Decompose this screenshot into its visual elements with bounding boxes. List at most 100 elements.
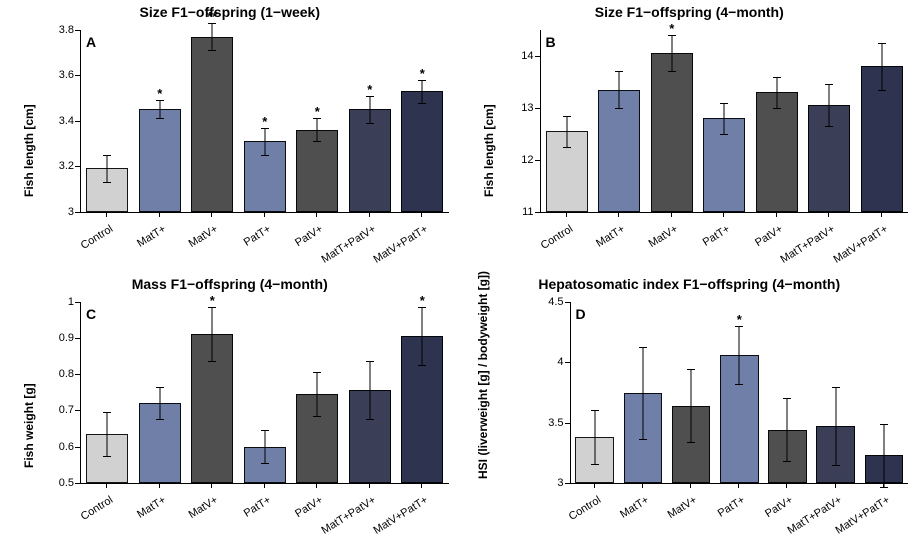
errorbar <box>264 430 265 463</box>
ytick-mark <box>565 362 570 363</box>
errorbar-cap <box>825 126 833 127</box>
errorbar <box>317 118 318 141</box>
ytick-label: 11 <box>500 206 534 218</box>
xtick-mark <box>316 212 317 217</box>
panel-A-title: Size F1−offspring (1−week) <box>0 4 460 20</box>
errorbar-cap <box>720 103 728 104</box>
errorbar-cap <box>880 424 888 425</box>
errorbar-cap <box>773 77 781 78</box>
xtick-mark <box>106 212 107 217</box>
errorbar <box>671 35 672 71</box>
ytick-mark <box>75 447 80 448</box>
xtick-mark <box>566 212 567 217</box>
errorbar-cap <box>687 442 695 443</box>
xtick-mark <box>159 212 160 217</box>
errorbar <box>566 116 567 147</box>
ytick-mark <box>75 121 80 122</box>
ytick-label: 0.5 <box>40 477 74 489</box>
errorbar-cap <box>668 71 676 72</box>
ytick-label: 4.5 <box>530 296 564 308</box>
xtick-mark <box>828 212 829 217</box>
significance-marker: * <box>420 66 425 81</box>
panel-D-ylabel: HSI (liverweight [g] / bodyweight [g]) <box>476 271 490 479</box>
errorbar <box>594 410 595 463</box>
errorbar-cap <box>591 464 599 465</box>
panel-D: Hepatosomatic index F1−offspring (4−mont… <box>460 272 919 544</box>
ytick-mark <box>565 423 570 424</box>
errorbar <box>212 307 213 361</box>
errorbar-cap <box>773 108 781 109</box>
panel-C: Mass F1−offspring (4−month) ** Fish weight… <box>0 272 460 544</box>
panel-A: Size F1−offspring (1−week)*******Fish le… <box>0 0 460 272</box>
errorbar-cap <box>103 412 111 413</box>
xtick-mark <box>776 212 777 217</box>
errorbar <box>835 387 836 464</box>
xtick-label: MatT+ <box>563 494 651 555</box>
errorbar-cap <box>313 372 321 373</box>
errorbar-cap <box>313 416 321 417</box>
ytick-mark <box>75 410 80 411</box>
xtick-mark <box>738 483 739 488</box>
ytick-label: 1 <box>40 296 74 308</box>
ytick-mark <box>75 302 80 303</box>
ytick-label: 3 <box>530 477 564 489</box>
panel-A-plot: ******* <box>80 30 449 213</box>
panel-A-letter: A <box>86 34 96 50</box>
errorbar <box>422 307 423 365</box>
xtick-mark <box>264 483 265 488</box>
errorbar-cap <box>615 108 623 109</box>
ytick-label: 0.8 <box>40 368 74 380</box>
panel-B-ylabel: Fish length [cm] <box>482 104 496 197</box>
panel-C-title: Mass F1−offspring (4−month) <box>0 276 460 292</box>
errorbar-cap <box>591 410 599 411</box>
errorbar-cap <box>832 387 840 388</box>
errorbar-cap <box>832 465 840 466</box>
panel-C-ylabel: Fish weight [g] <box>22 384 36 469</box>
errorbar-cap <box>615 71 623 72</box>
significance-marker: * <box>315 104 320 119</box>
ytick-mark <box>75 166 80 167</box>
errorbar-cap <box>563 116 571 117</box>
xtick-mark <box>786 483 787 488</box>
errorbar-cap <box>103 182 111 183</box>
errorbar <box>107 155 108 182</box>
ytick-mark <box>75 75 80 76</box>
panel-B-plot: * <box>540 30 909 213</box>
ytick-label: 3 <box>40 206 74 218</box>
xtick-label: MatT+PatV+ <box>756 494 844 555</box>
bar-MatV+ <box>191 37 233 212</box>
errorbar-cap <box>103 155 111 156</box>
panel-C-bars: ** <box>81 302 449 484</box>
xtick-label: Control <box>515 494 603 555</box>
ytick-label: 3.5 <box>530 417 564 429</box>
xtick-mark <box>369 483 370 488</box>
ytick-label: 3.6 <box>40 69 74 81</box>
ytick-mark <box>535 108 540 109</box>
errorbar <box>881 43 882 90</box>
errorbar-cap <box>103 456 111 457</box>
errorbar <box>776 77 777 108</box>
errorbar-cap <box>639 439 647 440</box>
errorbar <box>619 71 620 107</box>
panel-C-letter: C <box>86 306 96 322</box>
xtick-mark <box>642 483 643 488</box>
xtick-mark <box>618 212 619 217</box>
ytick-mark <box>75 374 80 375</box>
xtick-mark <box>594 483 595 488</box>
significance-marker: ** <box>207 9 217 24</box>
errorbar-cap <box>735 384 743 385</box>
errorbar-cap <box>313 141 321 142</box>
xtick-mark <box>881 212 882 217</box>
errorbar <box>159 387 160 420</box>
errorbar <box>159 100 160 118</box>
ytick-label: 13 <box>500 102 534 114</box>
ytick-label: 3.2 <box>40 160 74 172</box>
errorbar-cap <box>208 361 216 362</box>
ytick-mark <box>75 338 80 339</box>
xtick-label: MatV+ <box>611 494 699 555</box>
errorbar-cap <box>261 155 269 156</box>
panel-D-letter: D <box>576 306 586 322</box>
errorbar <box>107 412 108 456</box>
errorbar <box>422 80 423 103</box>
xtick-mark <box>883 483 884 488</box>
